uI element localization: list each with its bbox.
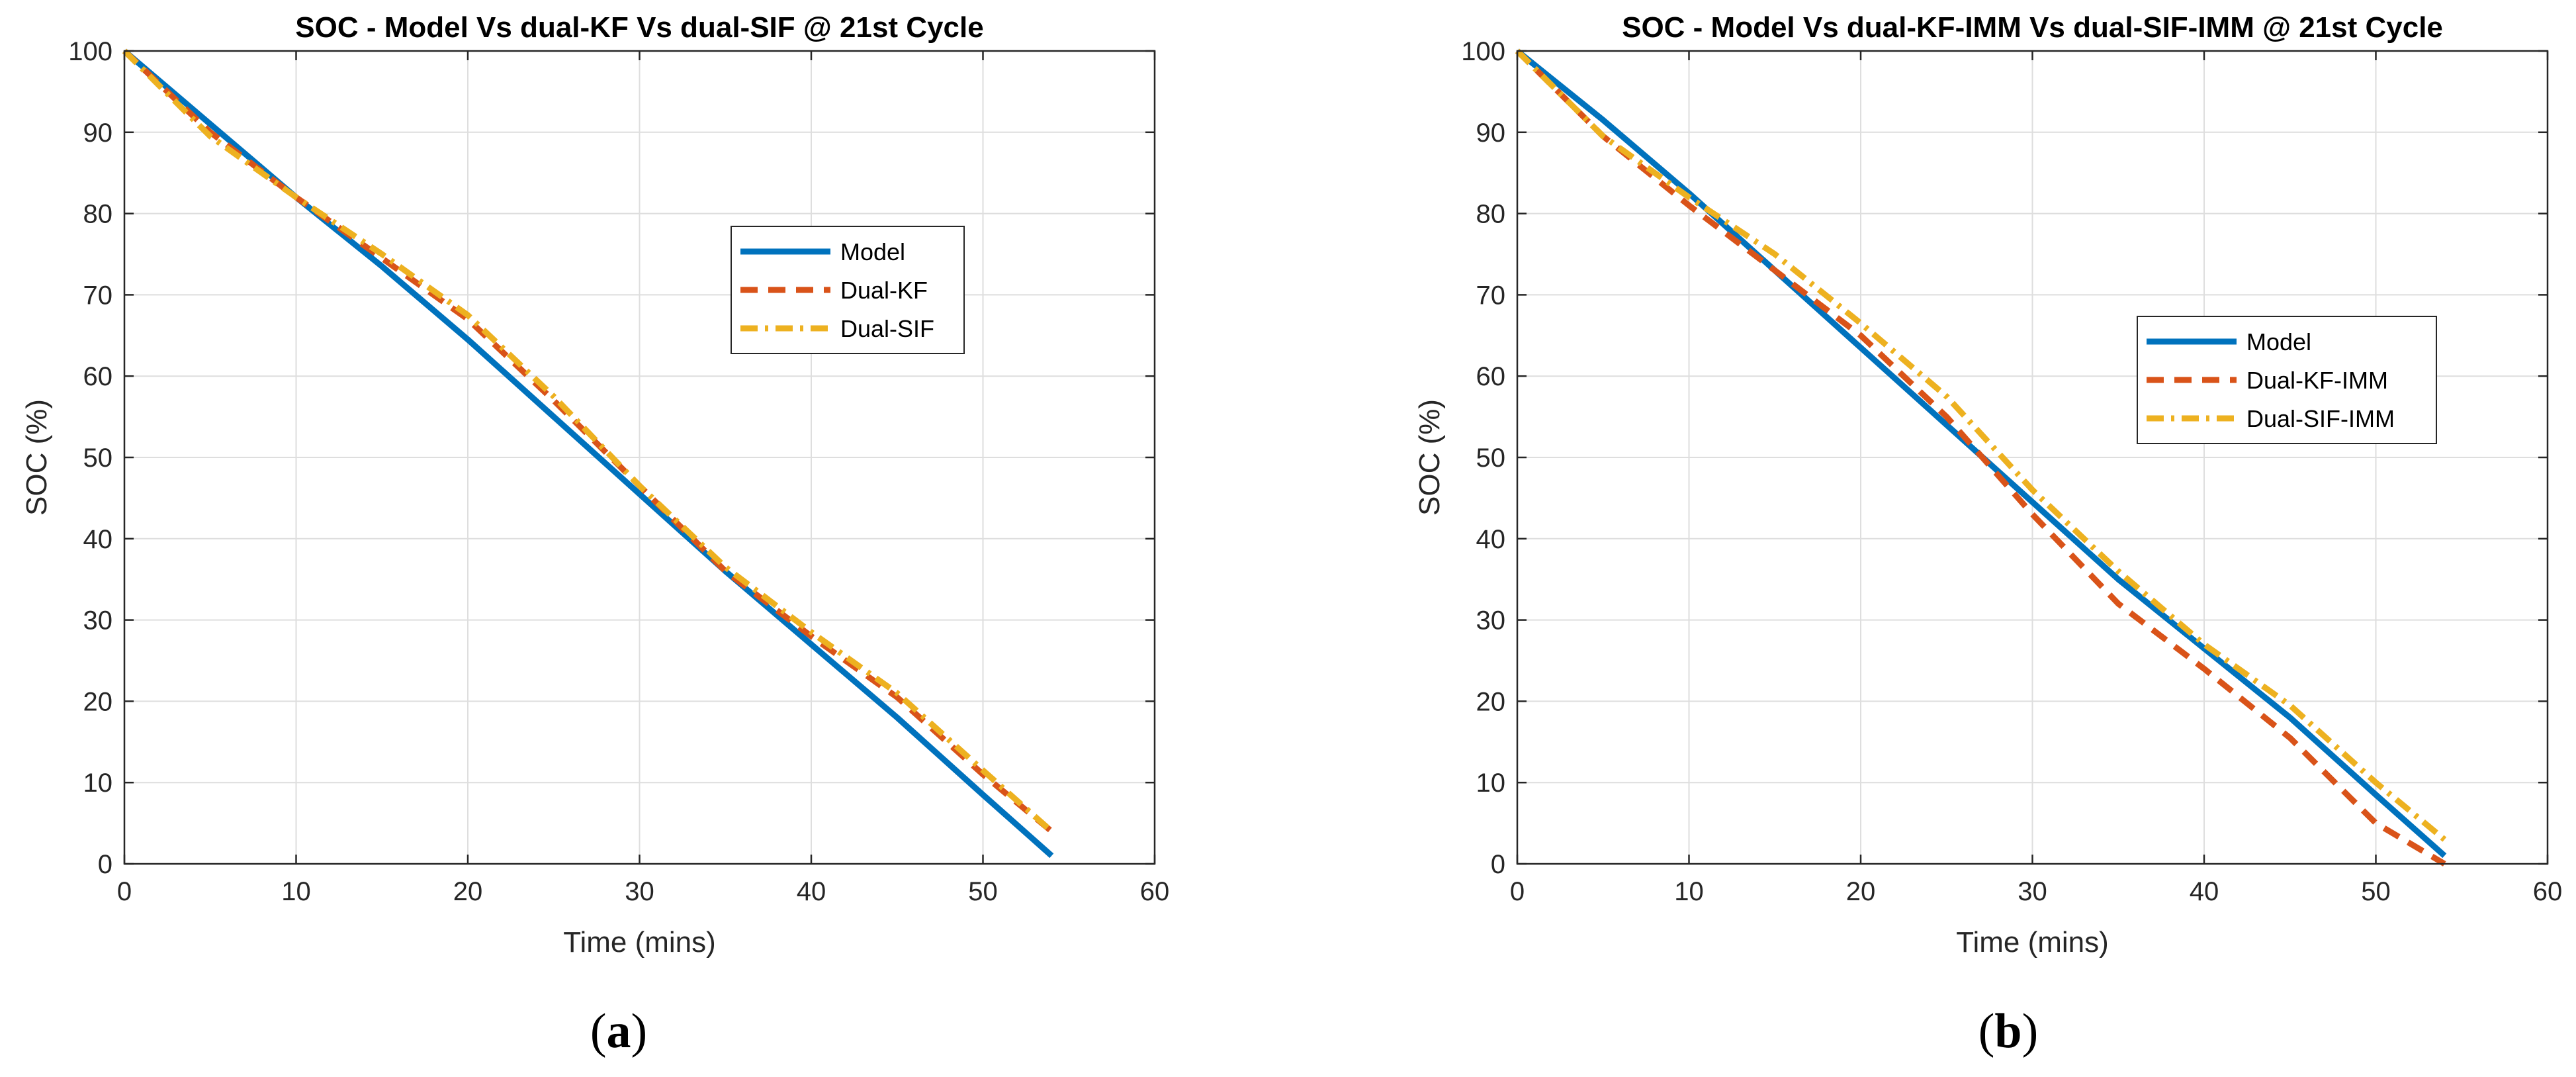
legend-label: Model [2246, 328, 2311, 355]
x-tick-label: 20 [1846, 877, 1876, 906]
legend: Model Dual-KF Dual-SIF [731, 226, 965, 354]
y-tick-label: 20 [83, 687, 113, 716]
legend-label: Model [840, 238, 905, 265]
x-tick-label: 60 [1140, 877, 1170, 906]
y-tick-label: 70 [1476, 281, 1506, 310]
y-tick-label: 50 [1476, 444, 1506, 473]
y-tick-label: 0 [98, 850, 112, 879]
legend-label: Dual-SIF-IMM [2246, 405, 2395, 432]
panel-label: (b) [1978, 1004, 2038, 1058]
y-tick-label: 80 [1476, 200, 1506, 229]
x-tick-label: 30 [2018, 877, 2047, 906]
y-tick-label: 30 [83, 606, 113, 635]
grid [1517, 51, 2548, 864]
y-axis-label: SOC (%) [21, 399, 53, 516]
legend-label: Dual-KF [840, 277, 928, 304]
y-tick-label: 80 [83, 200, 113, 229]
x-tick-label: 40 [2190, 877, 2219, 906]
x-tick-label: 0 [117, 877, 132, 906]
y-tick-label: 100 [1461, 37, 1505, 66]
grid [124, 51, 1155, 864]
panel-label: (a) [590, 1004, 647, 1058]
chart-panel-a: 0 10 20 30 40 50 60 0 10 20 30 40 50 60 70 80 90 100 SOC … [21, 11, 1169, 1058]
y-tick-label: 30 [1476, 606, 1506, 635]
y-tick-label: 20 [1476, 687, 1506, 716]
series-line-dual-kf-imm [1515, 48, 2446, 866]
panel-label-letter: b [1994, 1004, 2021, 1058]
x-axis-label: Time (mins) [1956, 926, 2109, 959]
ticks: 0 10 20 30 40 50 60 0 10 20 30 40 50 60 70 80 90 100 [68, 37, 1169, 906]
ticks: 0 10 20 30 40 50 60 0 10 20 30 40 50 60 70 80 90 100 [1461, 37, 2562, 906]
x-tick-label: 10 [281, 877, 311, 906]
y-tick-label: 10 [1476, 769, 1506, 798]
y-tick-label: 50 [83, 444, 113, 473]
x-axis-label: Time (mins) [563, 926, 716, 959]
y-tick-label: 10 [83, 769, 113, 798]
panel-label-letter: a [607, 1004, 631, 1058]
series-line-dual-sif [122, 48, 1054, 834]
y-tick-label: 0 [1491, 850, 1505, 879]
series-layer [122, 48, 1054, 859]
x-tick-label: 50 [968, 877, 998, 906]
chart-title: SOC - Model Vs dual-KF Vs dual-SIF @ 21s… [295, 11, 983, 44]
y-tick-label: 40 [83, 525, 113, 554]
y-axis-label: SOC (%) [1413, 399, 1446, 516]
series-layer [1515, 48, 2447, 866]
y-tick-label: 90 [83, 118, 113, 148]
series-line-dual-kf [122, 48, 1054, 834]
x-tick-label: 10 [1674, 877, 1704, 906]
x-tick-label: 20 [453, 877, 483, 906]
chart-panel-b: 0 10 20 30 40 50 60 0 10 20 30 40 50 60 70 80 90 100 SOC … [1413, 11, 2562, 1058]
y-tick-label: 60 [83, 362, 113, 391]
y-tick-label: 40 [1476, 525, 1506, 554]
y-tick-label: 70 [83, 281, 113, 310]
legend-label: Dual-SIF [840, 315, 934, 342]
x-tick-label: 40 [797, 877, 826, 906]
y-tick-label: 90 [1476, 118, 1506, 148]
x-tick-label: 60 [2533, 877, 2563, 906]
y-tick-label: 60 [1476, 362, 1506, 391]
y-tick-label: 100 [68, 37, 112, 66]
chart-title: SOC - Model Vs dual-KF-IMM Vs dual-SIF-I… [1622, 11, 2443, 44]
x-tick-label: 0 [1510, 877, 1525, 906]
x-tick-label: 50 [2361, 877, 2391, 906]
x-tick-label: 30 [625, 877, 654, 906]
legend-label: Dual-KF-IMM [2246, 367, 2388, 394]
legend: Model Dual-KF-IMM Dual-SIF-IMM [2137, 316, 2437, 444]
